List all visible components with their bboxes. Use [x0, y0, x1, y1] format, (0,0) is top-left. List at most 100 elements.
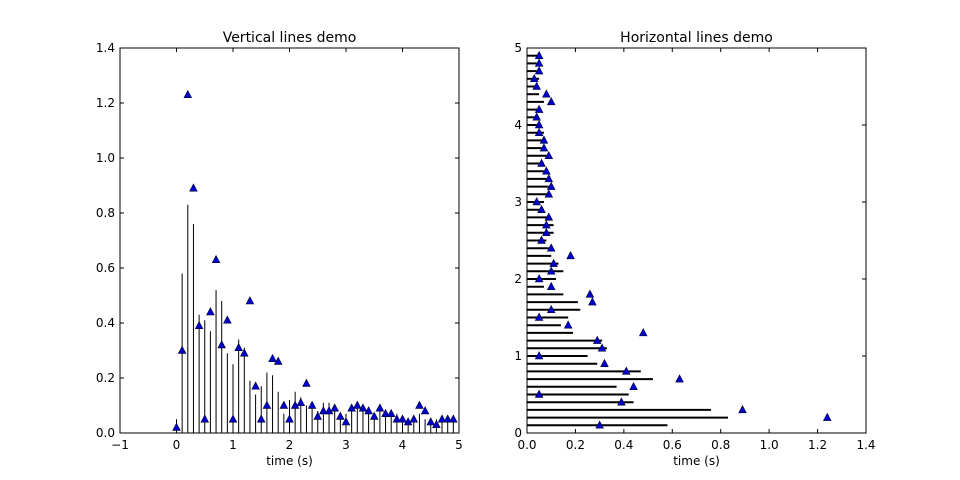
triangle-marker	[534, 120, 544, 129]
triangle-marker	[534, 351, 544, 360]
x-tick-label: 1.2	[808, 438, 827, 452]
x-tick-label: 0.0	[517, 438, 536, 452]
triangle-marker	[563, 320, 573, 329]
triangle-marker	[542, 220, 551, 229]
triangle-marker	[546, 243, 556, 252]
triangle-marker	[534, 312, 544, 321]
x-tick-label: 0.4	[614, 438, 633, 452]
triangle-marker	[172, 422, 181, 431]
x-tick-label: −1	[111, 438, 129, 452]
triangle-marker	[537, 158, 546, 167]
triangle-marker	[534, 274, 544, 283]
triangle-marker	[532, 112, 541, 121]
triangle-marker	[307, 400, 317, 409]
plot-frame	[119, 47, 460, 434]
triangle-marker	[296, 397, 306, 406]
triangle-marker	[336, 411, 345, 420]
y-tick-label: 0	[514, 426, 522, 440]
triangle-marker	[189, 183, 198, 192]
triangle-marker	[534, 50, 544, 59]
x-tick-label: 4	[399, 438, 407, 452]
triangle-marker	[392, 414, 402, 423]
triangle-marker	[546, 304, 556, 314]
triangle-marker	[234, 342, 243, 351]
triangle-marker	[546, 181, 556, 190]
x-tick-label: 0	[173, 438, 181, 452]
triangle-marker	[398, 414, 407, 423]
triangle-marker	[822, 412, 832, 421]
triangle-marker	[211, 254, 221, 263]
triangle-marker	[223, 315, 232, 324]
triangle-marker	[375, 403, 385, 412]
triangle-marker	[319, 406, 328, 415]
plot-frame	[526, 47, 867, 434]
triangle-marker	[546, 281, 556, 290]
triangle-marker	[437, 414, 447, 423]
triangle-marker	[622, 366, 631, 375]
triangle-marker	[420, 406, 430, 415]
triangle-marker	[268, 353, 277, 362]
triangle-marker	[273, 356, 283, 365]
triangle-marker	[302, 378, 311, 387]
triangle-marker	[364, 406, 373, 415]
y-tick-label: 1	[514, 349, 522, 363]
chart-title: Horizontal lines demo	[620, 30, 773, 46]
triangle-marker	[539, 143, 549, 152]
triangle-marker	[347, 403, 356, 412]
data-layer	[172, 89, 458, 433]
x-tick-label: 1	[229, 438, 237, 452]
triangle-marker	[534, 58, 544, 67]
y-tick-label: 3	[514, 195, 522, 209]
triangle-marker	[544, 174, 554, 183]
triangle-marker	[629, 381, 638, 391]
data-layer	[527, 50, 832, 429]
triangle-marker	[177, 345, 187, 354]
triangle-marker	[675, 374, 684, 383]
y-tick-label: 0.4	[96, 316, 115, 330]
horizontal-lines-panel: Horizontal lines demo time (s) 0.0 0.2 0.4…	[514, 30, 875, 468]
triangle-marker	[546, 97, 556, 106]
triangle-marker	[544, 150, 554, 160]
y-tick-label: 0.0	[96, 426, 115, 440]
triangle-marker	[256, 414, 266, 423]
triangle-marker	[183, 89, 193, 98]
triangle-marker	[537, 235, 546, 244]
vertical-lines-panel: Vertical lines demo time (s) −1 0 1 2 3 4 5 0.0…	[96, 30, 463, 468]
triangle-marker	[324, 406, 334, 415]
triangle-marker	[251, 381, 260, 390]
x-tick-label: 0.6	[663, 438, 682, 452]
triangle-marker	[542, 89, 551, 98]
x-tick-label: 1.0	[760, 438, 779, 452]
triangle-marker	[285, 414, 294, 423]
triangle-marker	[279, 400, 289, 409]
triangle-marker	[262, 400, 272, 409]
x-tick-label: 0.2	[566, 438, 585, 452]
triangle-marker	[595, 420, 604, 429]
y-tick-label: 0.6	[96, 261, 115, 275]
y-tick-label: 5	[514, 41, 522, 55]
triangle-marker	[194, 320, 204, 329]
triangle-marker	[566, 251, 575, 260]
y-tick-label: 0.2	[96, 371, 115, 385]
triangle-marker	[532, 81, 541, 90]
x-tick-label: 5	[455, 438, 463, 452]
triangle-marker	[617, 397, 626, 406]
triangle-marker	[534, 66, 544, 75]
triangle-marker	[217, 340, 226, 349]
triangle-marker	[341, 417, 351, 426]
triangle-marker	[542, 227, 551, 237]
triangle-marker	[539, 135, 549, 144]
triangle-marker	[638, 328, 648, 337]
triangle-marker	[449, 414, 458, 423]
triangle-marker	[290, 400, 300, 409]
triangle-marker	[403, 417, 413, 426]
triangle-marker	[432, 419, 441, 428]
triangle-marker	[358, 403, 368, 412]
y-tick-label: 2	[514, 272, 522, 286]
triangle-marker	[534, 389, 544, 398]
x-tick-label: 0.8	[711, 438, 730, 452]
triangle-marker	[537, 204, 546, 213]
y-tick-label: 1.0	[96, 151, 115, 165]
triangle-marker	[313, 411, 323, 420]
